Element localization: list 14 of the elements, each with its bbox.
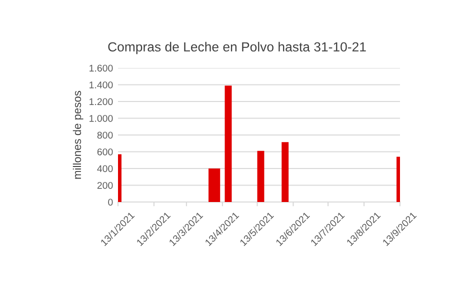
bar: [282, 142, 289, 202]
y-tick-label: 600: [97, 148, 113, 156]
y-tick-label: 1.400: [90, 81, 113, 88]
y-tick-label: 400: [97, 165, 113, 172]
bar: [224, 86, 232, 202]
y-tick-label: 1.600: [90, 64, 113, 72]
bar: [257, 150, 264, 202]
y-tick-label: 0: [108, 198, 113, 206]
chart-title: Compras de Leche en Polvo hasta 31-10-21: [108, 42, 366, 54]
y-axis-title: millones de pesos: [72, 90, 84, 179]
y-tick-label: 800: [97, 132, 113, 139]
y-tick-label: 1.200: [90, 98, 113, 106]
y-tick-label: 1.000: [90, 114, 113, 122]
y-tick-label: 200: [97, 182, 113, 189]
